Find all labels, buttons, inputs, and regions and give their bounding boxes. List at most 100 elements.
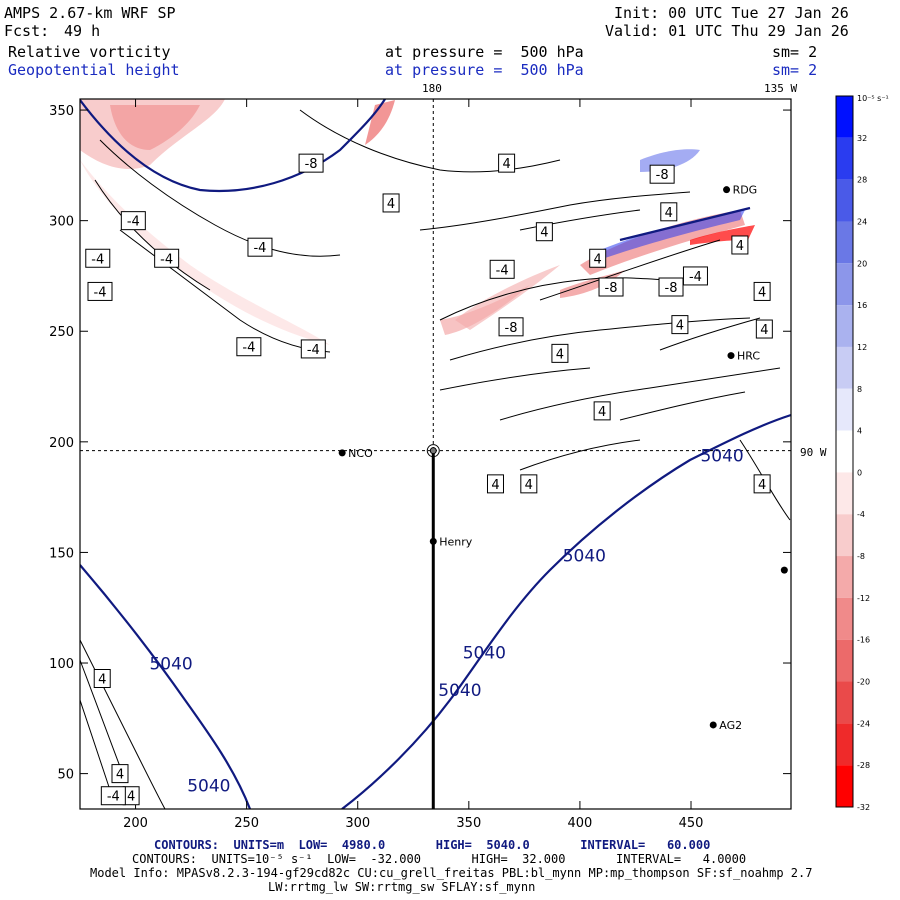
vorticity-contour-label: 4 xyxy=(382,193,400,213)
plot-frame xyxy=(79,98,792,810)
vorticity-label-box xyxy=(731,235,749,255)
vorticity-label-text: 4 xyxy=(758,285,766,300)
y-tick-label: 50 xyxy=(57,768,74,783)
vorticity-label-box xyxy=(589,248,607,268)
colorbar-swatch xyxy=(836,305,853,347)
station-marker xyxy=(723,186,731,194)
vorticity-contour-label: -4 xyxy=(85,248,111,268)
vorticity-contour-label: 4 xyxy=(589,248,607,268)
colorbar-label: 28 xyxy=(857,176,867,185)
vorticity-label-text: 4 xyxy=(594,252,602,267)
vorticity-label-box xyxy=(671,315,689,335)
height-contour-label: 5040 xyxy=(563,546,606,566)
colorbar-label: 32 xyxy=(857,134,867,143)
vorticity-contour-label: 4 xyxy=(671,315,689,335)
vorticity-label-box xyxy=(593,401,611,421)
forecast-label: Fcst: xyxy=(4,22,50,40)
x-tick-label: 400 xyxy=(568,816,593,831)
colorbar-swatch xyxy=(836,514,853,557)
vorticity-label-text: 4 xyxy=(387,197,395,212)
colorbar-label: -28 xyxy=(857,761,870,770)
y-tick-label: 350 xyxy=(49,104,74,119)
height-contour-label: 5040 xyxy=(700,447,743,467)
colorbar-label: -16 xyxy=(857,636,870,645)
vorticity-label-text: 4 xyxy=(736,239,744,254)
vorticity-shading xyxy=(80,99,755,345)
model-info: Model Info: MPASv8.2.3-194-gf29cd82c CU:… xyxy=(90,866,813,880)
vorticity-label-text: -4 xyxy=(94,285,107,300)
field2-name: Geopotential height xyxy=(8,61,180,79)
height-contour-label: 5040 xyxy=(187,776,230,796)
height-contour-info: CONTOURS: UNITS=m LOW= 4980.0 HIGH= 5040… xyxy=(154,838,711,852)
vorticity-contour-label: -8 xyxy=(298,153,324,173)
vorticity-label-box xyxy=(87,281,113,301)
x-tick-label: 300 xyxy=(345,816,370,831)
field2-level: at pressure = 500 hPa xyxy=(385,61,584,79)
vorticity-contour-label: -8 xyxy=(598,277,624,297)
vorticity-contour-label: -4 xyxy=(87,281,113,301)
colorbar-frame xyxy=(835,95,854,808)
vorticity-label-text: 4 xyxy=(98,673,106,688)
colorbar-label: 16 xyxy=(857,301,867,310)
colorbar-group: 10⁻⁵ s⁻¹ 32 28 24 20 16 12 8 4 0 -4 -8 -12 -16 -20 -24 -… xyxy=(835,94,889,812)
station-label: NCO xyxy=(348,447,373,460)
vorticity-label-box xyxy=(486,474,504,494)
station-marker xyxy=(429,537,437,545)
vorticity-contour-label: 4 xyxy=(498,153,516,173)
field2-smoothing: sm= 2 xyxy=(772,61,818,79)
right-longitude-90w: 90 W xyxy=(800,446,827,459)
colorbar-label: 24 xyxy=(857,217,867,226)
vorticity-contour-label: -4 xyxy=(682,266,708,286)
station-label: HRC xyxy=(737,350,760,363)
vorticity-contour-label: -4 xyxy=(247,237,273,257)
vorticity-label-text: 4 xyxy=(598,405,606,420)
vorticity-contour-label: 4 xyxy=(551,343,569,363)
vorticity-contour-label: 4 xyxy=(593,401,611,421)
vorticity-label-box xyxy=(93,669,111,689)
field1-name: Relative vorticity xyxy=(8,43,171,61)
vorticity-contour-label: -8 xyxy=(658,277,684,297)
vorticity-label-text: -4 xyxy=(91,252,104,267)
vorticity-contour-label: -4 xyxy=(154,248,180,268)
colorbar-swatch xyxy=(836,723,853,766)
height-contour-label: 5040 xyxy=(438,681,481,701)
vorticity-label-text: -4 xyxy=(160,252,173,267)
height-contour-label: 5040 xyxy=(463,644,506,664)
model-info-radiation: LW:rrtmg_lw SW:rrtmg_sw SFLAY:sf_mynn xyxy=(268,880,536,894)
colorbar-label: 20 xyxy=(857,259,867,268)
y-tick-label: 100 xyxy=(49,657,74,672)
vorticity-label-box xyxy=(85,248,111,268)
vorticity-contour-label: -4 xyxy=(489,259,515,279)
station-marker xyxy=(780,566,788,574)
vorticity-contours xyxy=(80,109,791,809)
vorticity-label-box xyxy=(100,786,126,806)
station-label: RDG xyxy=(733,184,758,197)
vorticity-contour-label: 4 xyxy=(755,319,773,339)
y-tick-label: 200 xyxy=(49,436,74,451)
vorticity-contour-label: 4 xyxy=(731,235,749,255)
colorbar-label: 4 xyxy=(857,427,862,436)
vorticity-label-text: -4 xyxy=(253,241,266,256)
vorticity-label-text: -4 xyxy=(496,263,509,278)
x-tick-label: 200 xyxy=(123,816,148,831)
station-label: AG2 xyxy=(719,719,742,732)
vorticity-contour-label: 4 xyxy=(753,474,771,494)
section-point-marker xyxy=(426,444,440,458)
x-tick-label: 250 xyxy=(234,816,259,831)
vorticity-label-box xyxy=(598,277,624,297)
vorticity-contour-info: CONTOURS: UNITS=10⁻⁵ s⁻¹ LOW= -32.000 HI… xyxy=(132,852,747,866)
vorticity-label-text: -8 xyxy=(505,321,518,336)
vorticity-contour-label: -8 xyxy=(498,317,524,337)
vorticity-label-text: -4 xyxy=(127,215,140,230)
vorticity-label-box xyxy=(753,474,771,494)
vorticity-label-box xyxy=(755,319,773,339)
vorticity-label-box xyxy=(298,153,324,173)
vorticity-label-box xyxy=(300,339,326,359)
vorticity-label-box xyxy=(382,193,400,213)
top-longitude-180: 180 xyxy=(422,82,442,95)
marks-group: NCO Henry HRC AG2 RDG 5040 5040 5040 5040 5040 504… xyxy=(80,99,791,809)
vorticity-label-box xyxy=(520,474,538,494)
colorbar-swatch xyxy=(836,388,853,431)
vorticity-label-box xyxy=(247,237,273,257)
colorbar-swatch xyxy=(836,96,853,138)
